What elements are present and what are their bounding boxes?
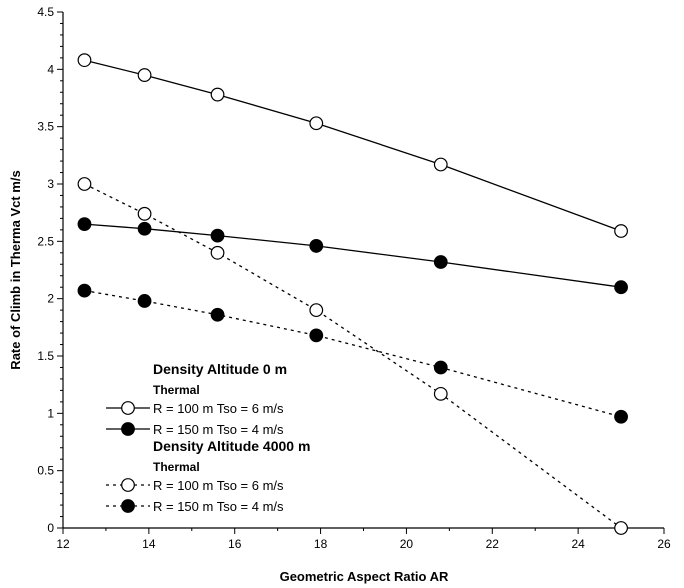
- data-point: [137, 294, 152, 308]
- series-line: [84, 59, 622, 232]
- y-tick-label: 1: [47, 406, 54, 420]
- data-point: [137, 221, 152, 236]
- data-point: [433, 157, 448, 172]
- data-point: [137, 68, 152, 82]
- series-1: [77, 217, 628, 295]
- data-point: [210, 87, 225, 102]
- y-tick-label: 1.5: [37, 349, 54, 363]
- data-point: [433, 386, 448, 401]
- data-point: [614, 521, 628, 535]
- y-ticks: 0 0.5 1 1.5 2 2.5 3 3.5 4 4.5: [37, 5, 63, 535]
- data-point: [614, 280, 628, 295]
- x-tick-label: 16: [228, 537, 242, 551]
- legend-label: R = 100 m Tso = 6 m/s: [153, 478, 284, 493]
- data-point: [210, 228, 225, 243]
- legend-label: R = 150 m Tso = 4 m/s: [153, 499, 284, 514]
- data-point: [210, 245, 225, 260]
- legend-group-heading: Density Altitude 4000 m: [153, 438, 310, 454]
- x-tick-label: 14: [142, 537, 156, 551]
- legend-group-heading: Density Altitude 0 m: [153, 361, 287, 377]
- x-tick-label: 12: [56, 537, 70, 551]
- y-tick-label: 2: [47, 292, 54, 306]
- data-point: [433, 360, 448, 375]
- x-tick-label: 20: [400, 537, 414, 551]
- legend-marker: [121, 401, 135, 415]
- y-tick-label: 4: [47, 62, 54, 76]
- legend: Density Altitude 0 m Thermal R = 100 m Tso…: [106, 361, 310, 514]
- x-axis: 12 14 16 18 20 22 24 26: [56, 527, 671, 551]
- y-tick-label: 4.5: [37, 5, 54, 19]
- y-tick-label: 3: [47, 177, 54, 191]
- series-3: [77, 283, 628, 424]
- y-tick-label: 0.5: [37, 464, 54, 478]
- legend-marker: [121, 499, 135, 513]
- x-axis-title: Geometric Aspect Ratio AR: [280, 569, 449, 584]
- legend-label: R = 150 m Tso = 4 m/s: [153, 422, 284, 437]
- x-tick-label: 26: [657, 537, 671, 551]
- data-point: [309, 239, 324, 253]
- x-tick-label: 24: [571, 537, 585, 551]
- data-point: [77, 53, 92, 68]
- data-point: [309, 303, 324, 318]
- series-line: [84, 289, 622, 418]
- data-point: [614, 409, 628, 424]
- y-tick-label: 0: [47, 521, 54, 535]
- legend-label: R = 100 m Tso = 6 m/s: [153, 401, 284, 416]
- y-tick-label: 2.5: [37, 234, 54, 248]
- data-point: [433, 255, 448, 269]
- y-tick-label: 3.5: [37, 120, 54, 134]
- series-line: [84, 223, 622, 288]
- data-point: [614, 224, 628, 238]
- series-0: [77, 53, 628, 238]
- legend-marker: [121, 478, 135, 492]
- y-axis: 0 0.5 1 1.5 2 2.5 3 3.5 4 4.5: [37, 5, 64, 535]
- data-point: [137, 206, 152, 221]
- x-tick-label: 22: [486, 537, 500, 551]
- x-ticks: 12 14 16 18 20 22 24 26: [56, 528, 671, 551]
- y-axis-title: Rate of Climb in Therma Vct m/s: [8, 170, 23, 369]
- legend-group-subheading: Thermal: [153, 383, 200, 397]
- plot-series: [77, 53, 628, 535]
- series-2: [77, 177, 628, 535]
- data-point: [77, 217, 92, 232]
- x-tick-label: 18: [314, 537, 328, 551]
- data-point: [210, 307, 225, 322]
- series-line: [84, 183, 622, 529]
- legend-group-subheading: Thermal: [153, 460, 200, 474]
- data-point: [309, 116, 324, 131]
- data-point: [77, 283, 92, 298]
- data-point: [309, 328, 324, 343]
- legend-marker: [121, 422, 135, 436]
- data-point: [77, 177, 92, 191]
